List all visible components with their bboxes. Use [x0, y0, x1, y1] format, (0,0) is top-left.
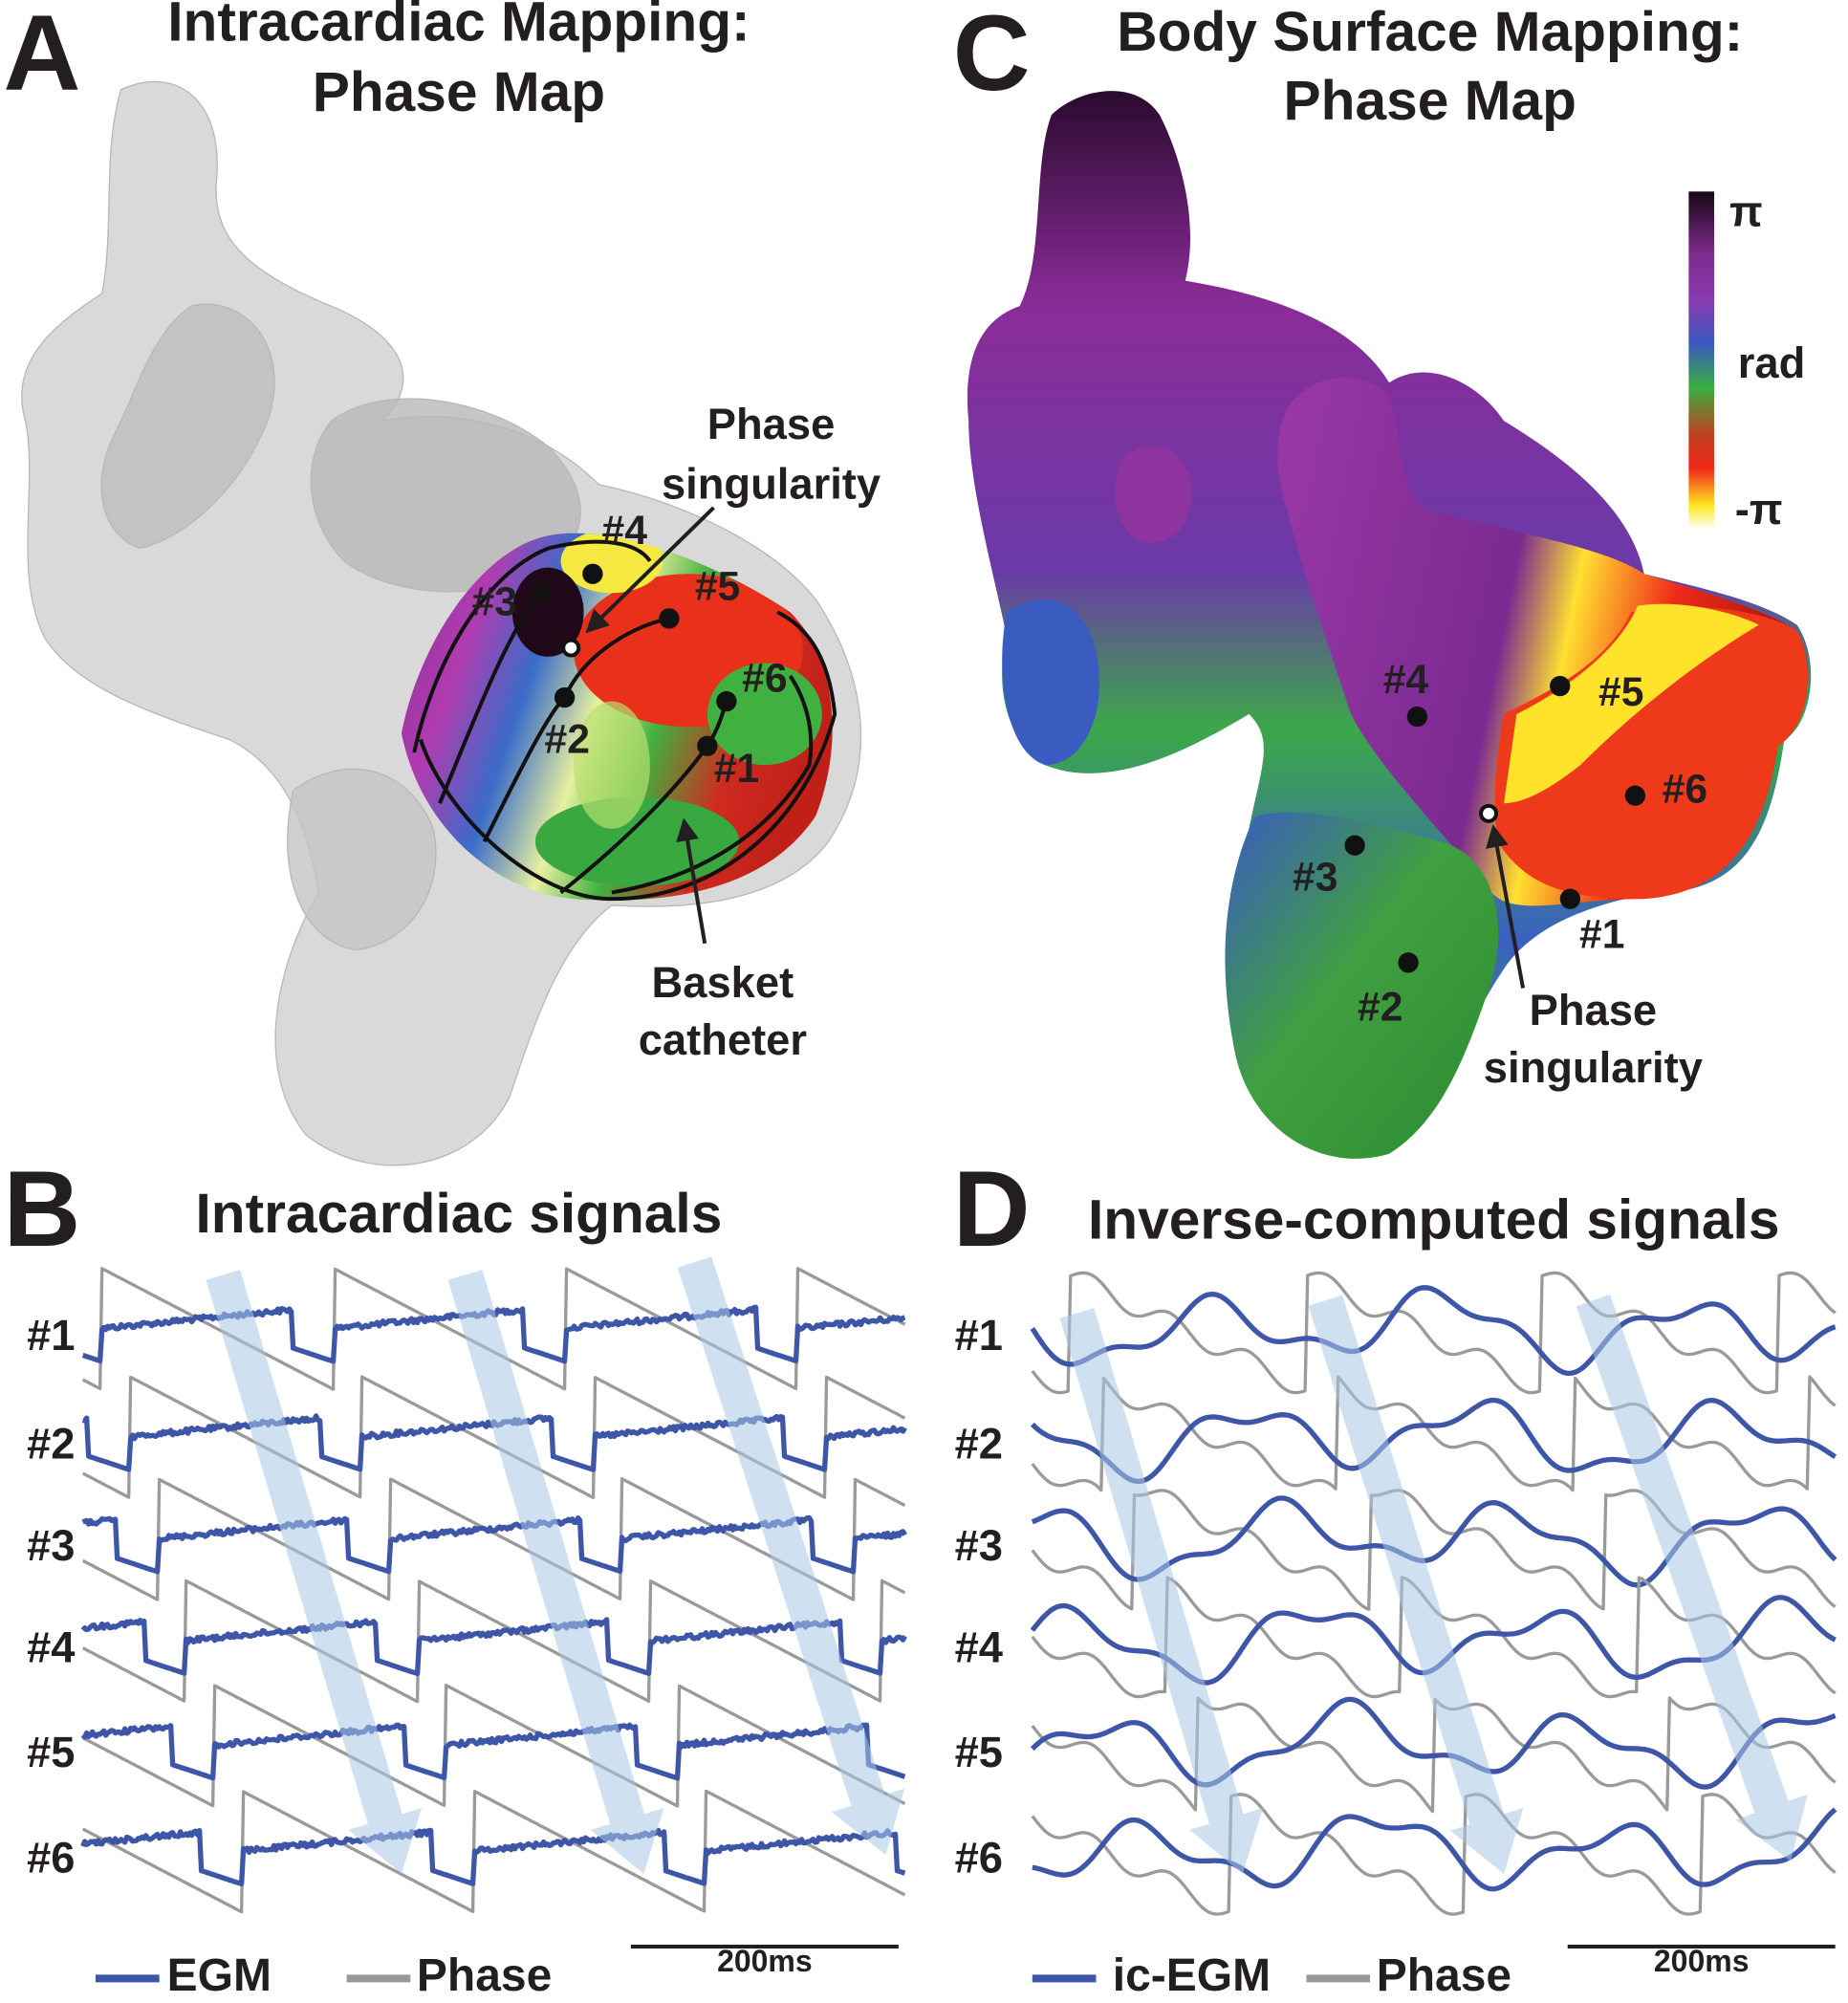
electrode-marker — [1344, 835, 1365, 856]
colorbar-label: π — [1729, 186, 1763, 235]
row-label: #4 — [955, 1623, 1003, 1672]
row-label: #6 — [27, 1834, 75, 1883]
row-label: #5 — [27, 1728, 75, 1776]
colorbar-label: rad — [1738, 338, 1806, 387]
panel-title: Phase Map — [313, 61, 605, 123]
row-label: #3 — [955, 1521, 1003, 1570]
annotation: Basket — [652, 958, 794, 1007]
panel-title: Body Surface Mapping: — [1117, 1, 1743, 63]
annotation: catheter — [639, 1015, 807, 1064]
propagation-arrow — [1059, 1308, 1264, 1875]
row-label: #2 — [27, 1419, 75, 1468]
row-label: #1 — [27, 1311, 75, 1360]
propagation-arrow — [206, 1270, 423, 1875]
annotation: singularity — [1484, 1043, 1703, 1092]
electrode-label: #3 — [1293, 854, 1337, 900]
colorbar-label: -π — [1735, 485, 1783, 533]
row-label: #5 — [955, 1728, 1003, 1776]
electrode-label: #2 — [545, 716, 590, 762]
annotation: singularity — [662, 460, 881, 509]
body-surface-mesh — [967, 91, 1812, 1159]
phase-trace — [1031, 1793, 1837, 1916]
electrode-label: #1 — [1579, 911, 1624, 957]
ic-egm-trace — [1032, 1807, 1837, 1892]
electrode-label: #6 — [742, 655, 787, 701]
phase-trace — [81, 1789, 906, 1914]
row-label: #3 — [27, 1521, 75, 1570]
phase-singularity-marker — [1479, 803, 1499, 823]
phase-trace — [81, 1578, 906, 1704]
electrode-marker — [1550, 675, 1571, 697]
panel-title: Inverse-computed signals — [1088, 1189, 1779, 1252]
propagation-arrow — [1308, 1295, 1524, 1875]
panel-label: C — [953, 0, 1031, 113]
panel-label: B — [4, 1149, 81, 1269]
electrode-label: #4 — [602, 508, 648, 554]
propagation-arrow — [447, 1270, 664, 1875]
electrode-marker — [1406, 706, 1428, 728]
row-label: #1 — [955, 1311, 1003, 1360]
colorbar — [1688, 191, 1715, 530]
egm-trace — [80, 1617, 907, 1677]
propagation-arrow — [677, 1256, 905, 1856]
panel-title: Intracardiac signals — [196, 1183, 723, 1245]
row-label: #4 — [27, 1623, 75, 1672]
phase-singularity-marker — [561, 638, 581, 658]
legend-label: Phase — [1377, 1950, 1511, 2001]
electrode-marker — [659, 608, 680, 629]
electrode-marker — [531, 582, 553, 603]
panel-label: D — [953, 1149, 1031, 1269]
egm-trace — [80, 1722, 906, 1781]
electrode-label: #3 — [472, 579, 517, 625]
electrode-marker — [1398, 952, 1419, 973]
egm-trace — [80, 1827, 906, 1887]
row-label: #2 — [955, 1419, 1003, 1468]
ic-egm-trace — [1030, 1696, 1837, 1790]
annotation: Phase — [1530, 986, 1658, 1034]
electrode-marker — [582, 563, 603, 584]
basket-phase-map — [401, 533, 833, 901]
electrode-marker — [716, 690, 737, 712]
electrode-label: #4 — [1383, 657, 1429, 703]
electrode-marker — [554, 686, 576, 708]
annotation-arrow — [1486, 824, 1526, 989]
panel-title: Phase Map — [1284, 70, 1576, 132]
propagation-arrow — [1576, 1294, 1808, 1861]
electrode-marker — [1559, 888, 1581, 909]
electrode-label: #5 — [1598, 669, 1643, 715]
scale-bar-label: 200ms — [717, 1944, 813, 1978]
phase-trace — [1031, 1489, 1837, 1611]
ic-egm-trace — [1030, 1285, 1837, 1377]
electrode-label: #5 — [695, 564, 740, 610]
ic-egm-trace — [1030, 1397, 1837, 1485]
electrode-label: #6 — [1663, 766, 1707, 812]
electrode-marker — [1624, 785, 1646, 806]
phase-trace — [81, 1684, 906, 1808]
annotation-arrow — [585, 506, 715, 634]
phase-trace — [1031, 1271, 1837, 1395]
electrode-marker — [697, 735, 718, 756]
annotation: Phase — [707, 400, 836, 448]
panel-label: A — [4, 0, 81, 113]
panel-title: Intracardiac Mapping: — [167, 0, 750, 54]
electrode-label: #2 — [1358, 984, 1402, 1030]
legend-label: Phase — [417, 1950, 552, 2001]
legend-label: ic-EGM — [1113, 1950, 1271, 2001]
phase-trace — [1031, 1375, 1837, 1492]
annotation-arrow — [676, 817, 707, 945]
legend-label: EGM — [167, 1950, 272, 2001]
scale-bar-label: 200ms — [1654, 1944, 1750, 1978]
electrode-label: #1 — [714, 746, 759, 792]
row-label: #6 — [955, 1834, 1003, 1883]
